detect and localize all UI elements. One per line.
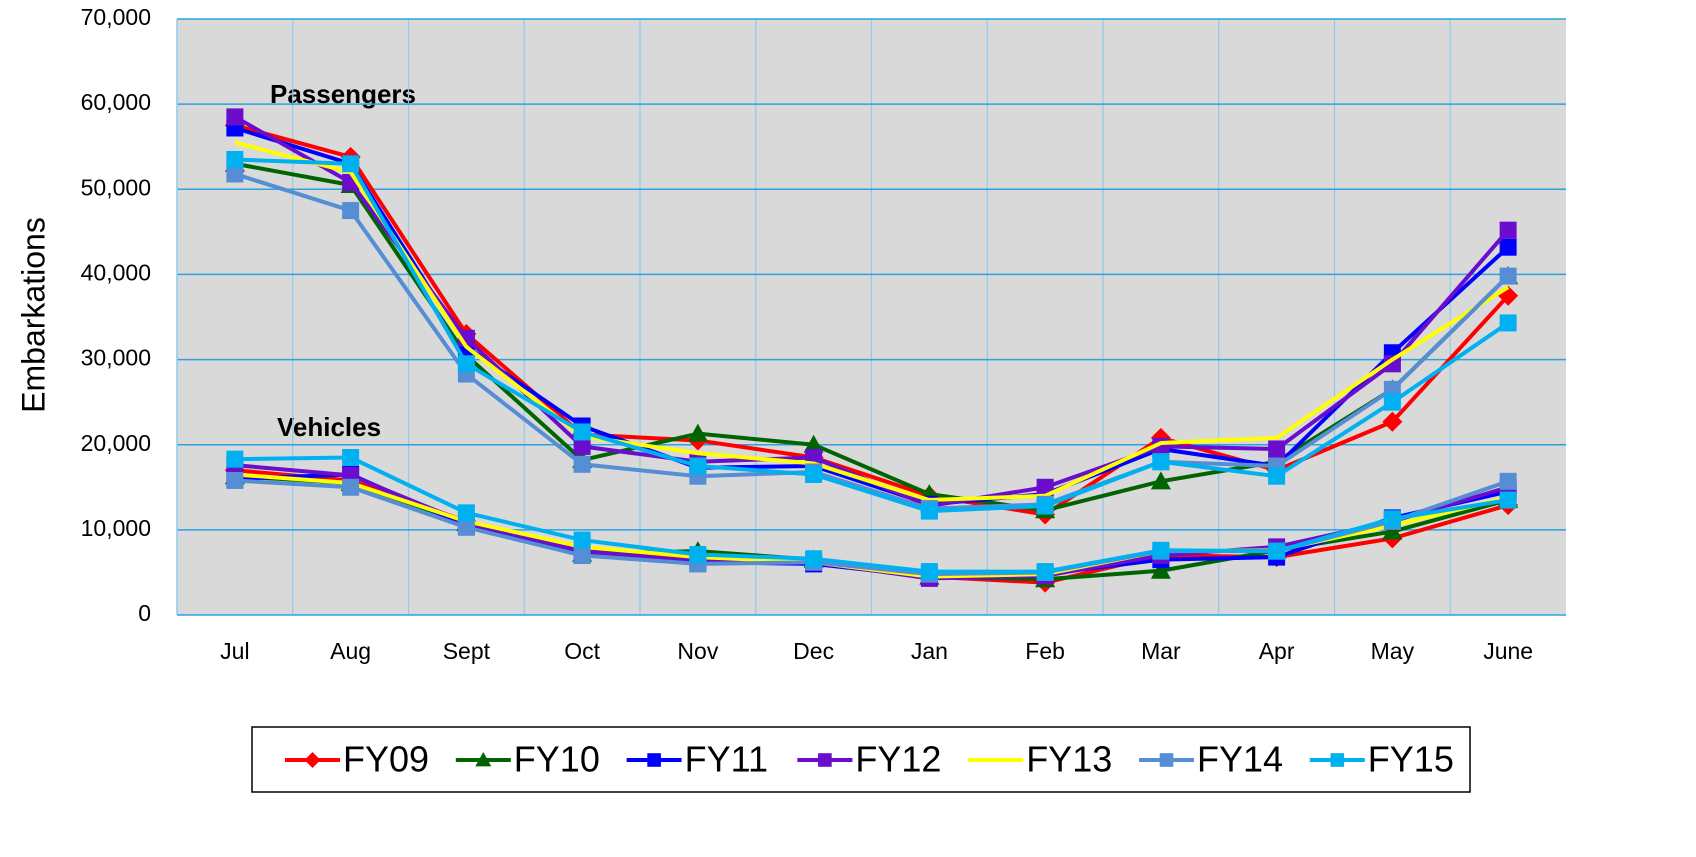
marker xyxy=(805,466,823,484)
marker xyxy=(1499,221,1517,239)
y-tick-label: 60,000 xyxy=(81,89,151,115)
marker xyxy=(920,502,938,520)
marker xyxy=(226,165,244,183)
marker xyxy=(1383,510,1401,528)
marker xyxy=(920,563,938,581)
series-line xyxy=(234,140,1510,503)
marker xyxy=(573,437,591,455)
marker xyxy=(1036,497,1054,515)
legend-label: FY11 xyxy=(685,739,768,780)
marker xyxy=(457,355,475,373)
marker xyxy=(457,518,475,536)
y-tick-label: 30,000 xyxy=(81,345,151,371)
marker xyxy=(1382,521,1403,540)
marker xyxy=(1383,355,1401,373)
y-tick-label: 40,000 xyxy=(81,260,151,286)
x-tick-label: Nov xyxy=(677,638,718,664)
marker xyxy=(304,752,321,768)
legend-label: FY12 xyxy=(855,739,941,780)
marker xyxy=(1150,471,1171,490)
marker xyxy=(805,550,823,568)
series-line xyxy=(234,172,1510,511)
annotation: Vehicles xyxy=(277,412,381,442)
marker xyxy=(457,504,475,522)
marker xyxy=(1268,440,1286,458)
marker xyxy=(226,150,244,168)
marker xyxy=(342,155,360,173)
marker xyxy=(1150,560,1171,579)
marker xyxy=(342,202,360,220)
marker xyxy=(1499,491,1517,509)
y-tick-label: 50,000 xyxy=(81,174,151,200)
marker xyxy=(689,546,707,564)
marker xyxy=(1152,453,1170,471)
marker xyxy=(1383,380,1401,398)
marker xyxy=(1268,542,1286,560)
marker xyxy=(1382,411,1403,432)
marker xyxy=(573,531,591,549)
marker xyxy=(647,753,661,767)
marker xyxy=(1268,467,1286,485)
series-line xyxy=(234,157,1510,514)
legend-label: FY10 xyxy=(514,739,600,780)
marker xyxy=(226,450,244,468)
marker xyxy=(818,753,832,767)
marker xyxy=(573,423,591,441)
marker xyxy=(689,457,707,475)
marker xyxy=(1159,753,1174,767)
marker xyxy=(1152,541,1170,559)
marker xyxy=(1383,393,1401,411)
marker xyxy=(803,434,824,453)
y-tick-label: 70,000 xyxy=(81,4,151,30)
series-line xyxy=(234,455,1509,574)
x-tick-label: Apr xyxy=(1259,638,1295,664)
y-tick-label: 0 xyxy=(138,600,151,626)
y-tick-label: 10,000 xyxy=(81,515,151,541)
x-tick-label: Sept xyxy=(443,638,491,664)
marker xyxy=(573,455,591,473)
marker xyxy=(1036,478,1054,496)
x-tick-label: Jul xyxy=(220,638,249,664)
legend-label: FY14 xyxy=(1197,739,1283,780)
marker xyxy=(475,752,492,767)
marker xyxy=(1499,238,1517,256)
marker xyxy=(573,546,591,564)
marker xyxy=(1499,472,1517,490)
marker xyxy=(1036,563,1054,581)
marker xyxy=(342,478,360,496)
marker xyxy=(226,471,244,489)
x-tick-label: Jan xyxy=(911,638,948,664)
x-tick-label: Feb xyxy=(1025,638,1065,664)
legend-label: FY09 xyxy=(343,739,429,780)
y-tick-label: 20,000 xyxy=(81,430,151,456)
legend-box xyxy=(251,726,1471,793)
x-tick-label: May xyxy=(1371,638,1415,664)
marker xyxy=(1499,267,1517,285)
x-tick-label: Dec xyxy=(793,638,834,664)
x-tick-label: Oct xyxy=(564,638,600,664)
y-axis-label: Embarkations xyxy=(15,217,51,413)
legend-label: FY13 xyxy=(1026,739,1112,780)
legend-label: FY15 xyxy=(1368,739,1454,780)
marker xyxy=(1330,753,1345,767)
marker xyxy=(687,423,708,442)
marker xyxy=(1499,314,1517,332)
x-tick-label: Mar xyxy=(1141,638,1181,664)
x-tick-label: Aug xyxy=(330,638,371,664)
x-tick-label: June xyxy=(1483,638,1533,664)
marker xyxy=(342,448,360,466)
marker xyxy=(226,108,244,126)
